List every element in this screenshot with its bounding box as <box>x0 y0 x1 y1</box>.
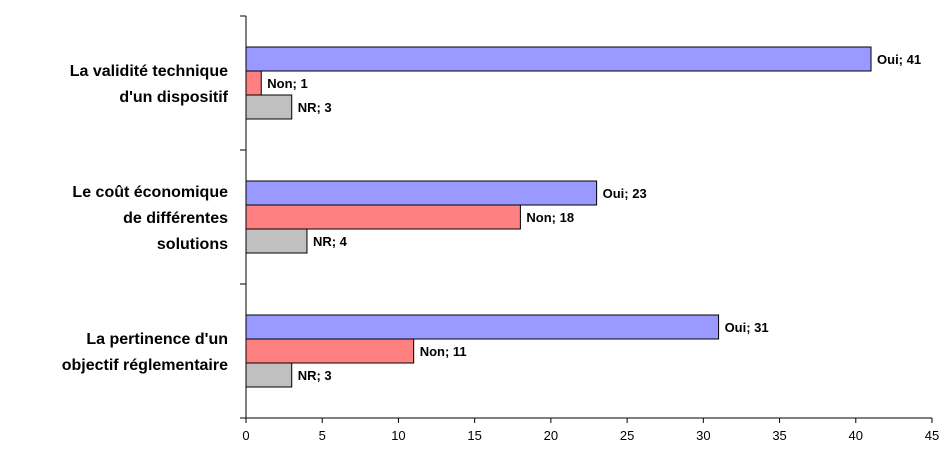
axes: 0 5 10 15 20 25 30 35 40 45 <box>240 15 939 443</box>
bar-non-0 <box>245 70 262 96</box>
x-tick-label: 35 <box>772 428 786 443</box>
data-label-nr-0: NR; 3 <box>298 100 332 115</box>
data-label-non-1: Non; 18 <box>526 210 574 225</box>
x-tick-label: 45 <box>925 428 939 443</box>
category-label-line: La pertinence d'un <box>86 331 228 348</box>
data-label-oui-2: Oui; 31 <box>725 320 769 335</box>
x-tick-label: 25 <box>620 428 634 443</box>
x-tick-label: 20 <box>544 428 558 443</box>
bar-non-2 <box>245 338 415 364</box>
category-label-line: de différentes <box>123 210 228 227</box>
category-label-line: La validité technique <box>70 63 228 80</box>
bar-oui-1 <box>245 180 598 206</box>
data-label-nr-2: NR; 3 <box>298 368 332 383</box>
bar-oui-0 <box>245 46 872 72</box>
x-tick-label: 40 <box>849 428 863 443</box>
x-tick-label: 0 <box>242 428 249 443</box>
bar-nr-0 <box>245 94 293 120</box>
category-label-line: objectif réglementaire <box>62 357 228 374</box>
bars <box>245 46 872 388</box>
x-tick-label: 10 <box>391 428 405 443</box>
x-tick-label: 15 <box>467 428 481 443</box>
bar-oui-2 <box>245 314 720 340</box>
data-label-nr-1: NR; 4 <box>313 234 348 249</box>
x-tick-label: 5 <box>319 428 326 443</box>
category-label-line: Le coût économique <box>72 184 228 201</box>
data-label-oui-1: Oui; 23 <box>603 186 647 201</box>
bar-non-1 <box>245 204 521 230</box>
bar-nr-1 <box>245 228 308 254</box>
category-label-line: d'un dispositif <box>119 89 228 106</box>
data-label-oui-0: Oui; 41 <box>877 52 921 67</box>
data-label-non-0: Non; 1 <box>267 76 307 91</box>
category-label-line: solutions <box>157 236 228 253</box>
labels: Oui; 41 Non; 1 NR; 3 La validité technique d… <box>62 52 921 383</box>
category-label-1: Le coût économique de différentes solution… <box>72 184 228 253</box>
bar-nr-2 <box>245 362 293 388</box>
category-label-0: La validité technique d'un dispositif <box>70 63 229 106</box>
x-tick-label: 30 <box>696 428 710 443</box>
category-label-2: La pertinence d'un objectif réglementaire <box>62 331 228 374</box>
data-label-non-2: Non; 11 <box>420 344 467 359</box>
